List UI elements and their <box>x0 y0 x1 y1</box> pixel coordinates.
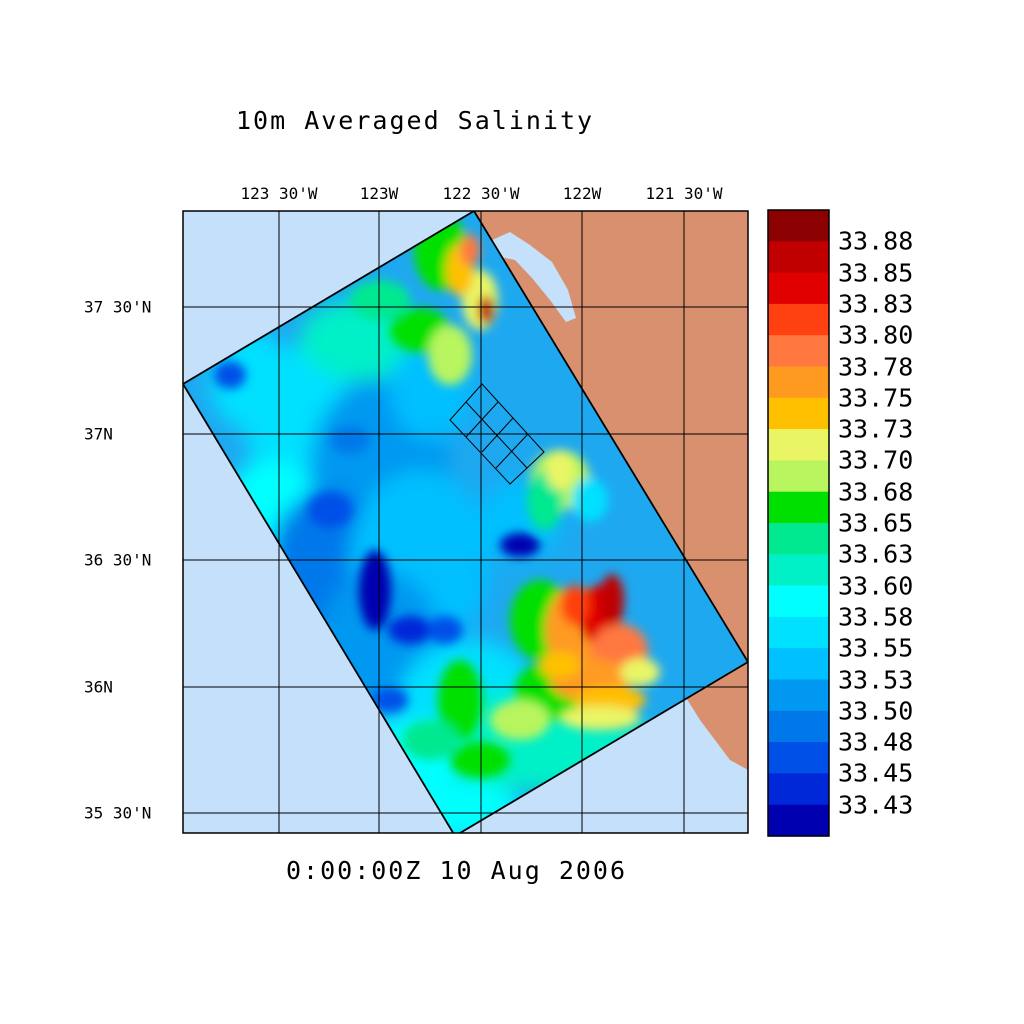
salinity-patch <box>572 478 608 522</box>
colorbar-label: 33.68 <box>838 477 913 506</box>
colorbar-swatch <box>768 742 829 774</box>
map-area <box>183 210 748 840</box>
lat-label: 36 30'N <box>84 551 151 570</box>
colorbar-label: 33.88 <box>838 227 913 256</box>
salinity-patch <box>560 706 640 730</box>
salinity-patch <box>478 296 494 324</box>
lon-label: 122 30'W <box>442 184 519 203</box>
colorbar-swatch <box>768 304 829 336</box>
lat-label: 37N <box>84 425 113 444</box>
salinity-patch <box>350 280 410 320</box>
salinity-patch <box>214 361 246 389</box>
colorbar-swatch <box>768 554 829 586</box>
colorbar-label: 33.55 <box>838 634 913 663</box>
colorbar-label: 33.63 <box>838 540 913 569</box>
lon-label: 122W <box>563 184 602 203</box>
colorbar-swatch <box>768 429 829 461</box>
colorbar-label: 33.53 <box>838 665 913 694</box>
salinity-patch <box>402 720 458 760</box>
lon-label: 121 30'W <box>645 184 722 203</box>
colorbar-swatch <box>768 711 829 743</box>
colorbar-swatch <box>768 335 829 367</box>
colorbar-swatch <box>768 210 829 242</box>
colorbar-label: 33.60 <box>838 571 913 600</box>
lat-label: 35 30'N <box>84 804 151 823</box>
salinity-patch <box>308 492 352 528</box>
salinity-patch <box>561 585 589 625</box>
colorbar-label: 33.73 <box>838 415 913 444</box>
salinity-patch <box>359 550 391 630</box>
colorbar-swatch <box>768 367 829 399</box>
lat-label: 36N <box>84 678 113 697</box>
salinity-patch <box>388 616 432 644</box>
colorbar-swatch <box>768 805 829 837</box>
lat-label: 37 30'N <box>84 298 151 317</box>
colorbar-swatch <box>768 617 829 649</box>
colorbar-swatch <box>768 773 829 805</box>
salinity-patch <box>330 426 370 454</box>
salinity-patch <box>600 574 624 626</box>
colorbar-swatch <box>768 680 829 712</box>
colorbar-label: 33.85 <box>838 258 913 287</box>
salinity-patch <box>490 700 550 740</box>
colorbar-swatch <box>768 648 829 680</box>
colorbar-label: 33.50 <box>838 696 913 725</box>
lon-label: 123W <box>360 184 399 203</box>
colorbar <box>768 210 829 837</box>
salinity-patch <box>546 450 574 490</box>
colorbar-label: 33.48 <box>838 728 913 757</box>
colorbar-label: 33.43 <box>838 790 913 819</box>
colorbar-swatch <box>768 273 829 305</box>
lon-label: 123 30'W <box>240 184 317 203</box>
colorbar-label: 33.83 <box>838 289 913 318</box>
salinity-patch <box>620 658 660 686</box>
colorbar-label: 33.78 <box>838 352 913 381</box>
colorbar-label: 33.70 <box>838 446 913 475</box>
colorbar-swatch <box>768 241 829 273</box>
salinity-patch <box>428 325 472 385</box>
salinity-patch <box>540 651 580 679</box>
colorbar-swatch <box>768 460 829 492</box>
colorbar-swatch <box>768 586 829 618</box>
salinity-patch <box>460 234 480 266</box>
colorbar-swatch <box>768 492 829 524</box>
salinity-patch <box>450 742 510 778</box>
colorbar-label: 33.75 <box>838 383 913 412</box>
colorbar-label: 33.58 <box>838 602 913 631</box>
salinity-patch <box>500 533 540 557</box>
salinity-patch <box>427 616 463 644</box>
colorbar-swatch <box>768 523 829 555</box>
colorbar-label: 33.80 <box>838 321 913 350</box>
time-label: 0:00:00Z 10 Aug 2006 <box>286 856 627 885</box>
colorbar-label: 33.45 <box>838 759 913 788</box>
colorbar-label: 33.65 <box>838 509 913 538</box>
colorbar-swatch <box>768 398 829 430</box>
